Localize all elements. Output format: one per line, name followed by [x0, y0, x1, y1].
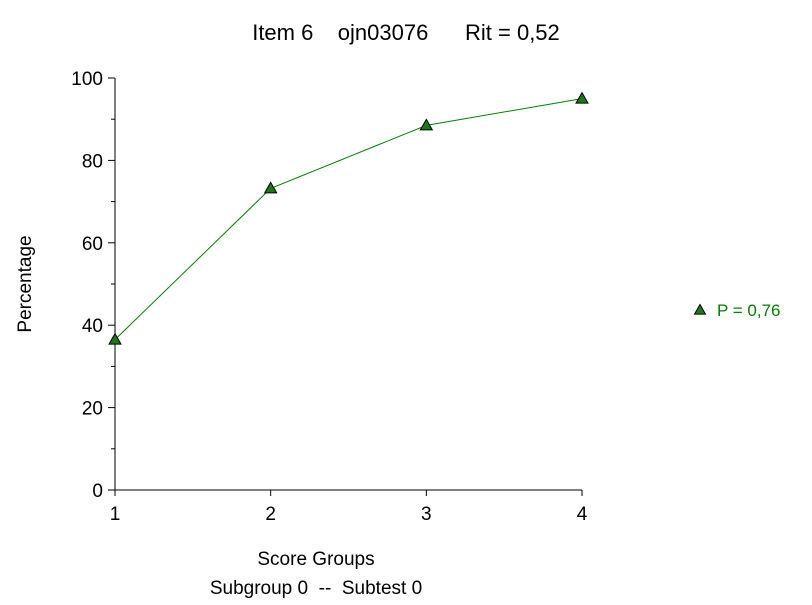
x-tick-label: 2: [265, 504, 276, 525]
y-tick-label: 40: [82, 316, 103, 337]
legend-marker-triangle: [693, 303, 707, 315]
x-ticks: 1 2 3 4: [110, 490, 588, 525]
data-point: [419, 118, 434, 131]
data-point: [108, 332, 122, 345]
series-line: [114, 98, 583, 340]
y-axis-title: Percentage: [15, 235, 36, 332]
data-point: [263, 181, 278, 194]
x-tick-label: 3: [421, 504, 432, 525]
y-tick-label: 20: [82, 399, 103, 420]
y-tick-label: 0: [92, 481, 103, 502]
y-ticks: 0 20 40 60 80 100: [71, 69, 115, 502]
chart-title: Item 6 ojn03076 Rit = 0,52: [252, 20, 560, 45]
series-layer: [108, 91, 589, 345]
x-tick-label: 1: [110, 504, 121, 525]
legend-label: P = 0,76: [717, 301, 781, 320]
y-tick-label: 60: [82, 234, 103, 255]
x-axis-title: Score Groups: [257, 549, 374, 570]
x-tick-label: 4: [577, 504, 588, 525]
y-tick-label: 100: [71, 69, 103, 90]
y-tick-label: 80: [82, 151, 103, 172]
axes: [114, 78, 582, 491]
x-axis-subtitle: Subgroup 0 -- Subtest 0: [210, 578, 422, 599]
legend: P = 0,76: [693, 301, 781, 320]
data-point: [575, 91, 589, 104]
